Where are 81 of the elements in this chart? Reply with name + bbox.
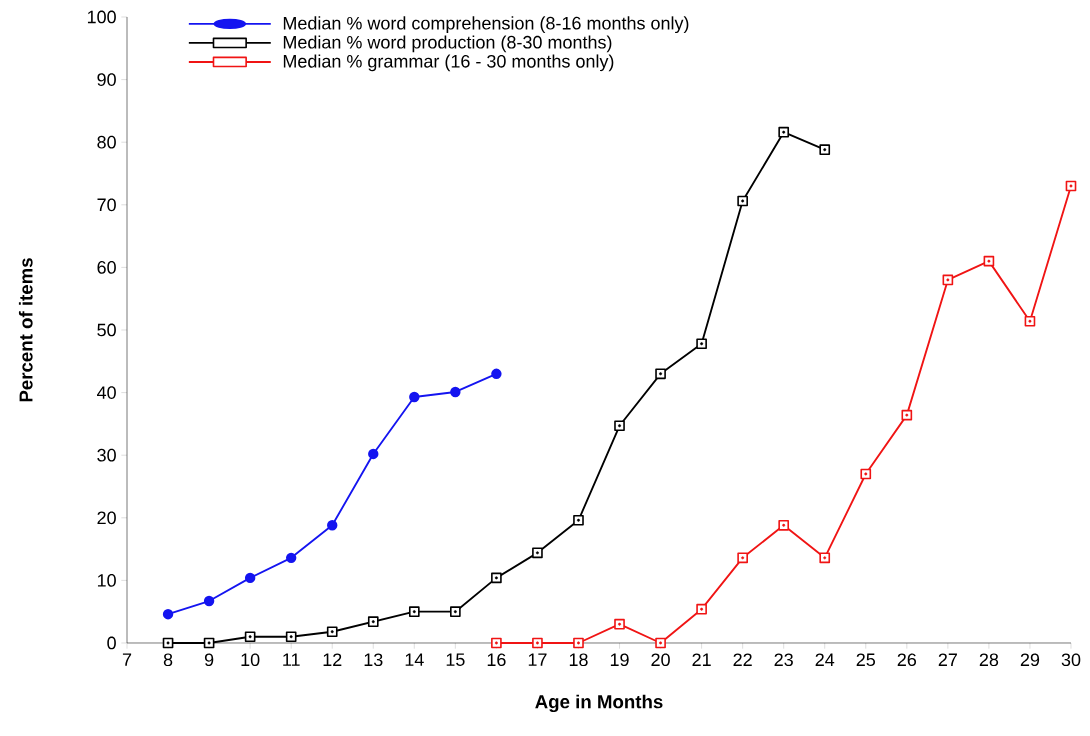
point xyxy=(285,552,297,564)
x-tick-label: 22 xyxy=(733,653,752,666)
point xyxy=(450,606,461,618)
y-tick-label: 20 xyxy=(97,511,116,525)
point xyxy=(901,409,913,421)
x-tick-label: 17 xyxy=(528,653,547,666)
point xyxy=(737,552,748,564)
legend-label: Median % word production (8-30 months) xyxy=(283,35,612,53)
y-tick-label: 70 xyxy=(97,198,116,212)
point xyxy=(1065,180,1077,192)
point xyxy=(203,637,215,649)
point xyxy=(409,391,420,403)
point xyxy=(162,608,174,620)
point xyxy=(1024,315,1036,327)
point xyxy=(860,468,872,480)
point xyxy=(573,514,584,526)
legend-label: Median % word comprehension (8-16 months only) xyxy=(283,16,689,34)
x-tick-label: 24 xyxy=(815,653,835,666)
x-tick-label: 25 xyxy=(856,653,876,667)
x-tick-label: 12 xyxy=(323,653,342,666)
point xyxy=(244,631,256,643)
y-axis-title: Percent of items xyxy=(18,258,33,402)
x-tick-label: 30 xyxy=(1061,653,1081,667)
y-tick-label: 0 xyxy=(107,636,116,650)
y-tick-label: 40 xyxy=(97,386,116,399)
point xyxy=(367,616,379,628)
y-tick-label: 50 xyxy=(97,323,116,337)
x-tick-label: 23 xyxy=(774,653,793,667)
x-tick-label: 9 xyxy=(204,653,214,667)
point xyxy=(244,572,256,584)
point xyxy=(491,368,502,380)
point xyxy=(368,448,379,460)
x-tick-label: 15 xyxy=(446,653,465,666)
point xyxy=(491,637,502,649)
point xyxy=(614,420,625,432)
point xyxy=(778,519,790,531)
x-tick-label: 19 xyxy=(610,653,629,667)
point xyxy=(696,338,707,350)
x-tick-label: 8 xyxy=(163,653,173,667)
y-tick-label: 30 xyxy=(97,448,116,462)
x-tick-label: 7 xyxy=(122,653,132,666)
point xyxy=(819,552,831,564)
x-tick-label: 16 xyxy=(487,653,506,667)
x-tick-label: 14 xyxy=(405,653,424,666)
point xyxy=(655,368,666,380)
point xyxy=(450,386,461,398)
point xyxy=(573,637,584,649)
point xyxy=(491,572,502,584)
point xyxy=(983,255,995,267)
x-tick-label: 21 xyxy=(692,653,711,666)
point xyxy=(942,274,954,286)
point xyxy=(162,637,174,649)
x-tick-label: 29 xyxy=(1020,653,1040,667)
point xyxy=(532,547,543,559)
point xyxy=(819,144,831,156)
point xyxy=(778,126,790,138)
x-tick-label: 20 xyxy=(651,653,670,667)
x-tick-label: 28 xyxy=(979,653,999,667)
point xyxy=(737,195,748,207)
legend-label: Median % grammar (16 - 30 months only) xyxy=(283,54,614,72)
point xyxy=(696,603,707,615)
y-tick-label: 90 xyxy=(97,73,116,86)
point xyxy=(614,618,625,630)
point xyxy=(285,631,297,643)
point xyxy=(327,520,338,531)
y-tick-label: 60 xyxy=(97,261,116,274)
y-tick-label: 80 xyxy=(97,135,116,149)
point xyxy=(532,637,543,649)
x-axis-title: Age in Months xyxy=(535,694,663,713)
x-tick-label: 13 xyxy=(364,653,383,667)
x-tick-label: 27 xyxy=(938,653,957,666)
x-tick-label: 18 xyxy=(569,653,588,667)
y-tick-label: 10 xyxy=(97,574,116,587)
point xyxy=(655,637,666,649)
point xyxy=(203,595,215,607)
x-tick-label: 26 xyxy=(897,653,917,667)
x-tick-label: 11 xyxy=(283,653,300,666)
x-tick-label: 10 xyxy=(241,653,260,667)
y-tick-label: 100 xyxy=(87,10,116,24)
point xyxy=(408,606,420,618)
point xyxy=(326,626,338,638)
